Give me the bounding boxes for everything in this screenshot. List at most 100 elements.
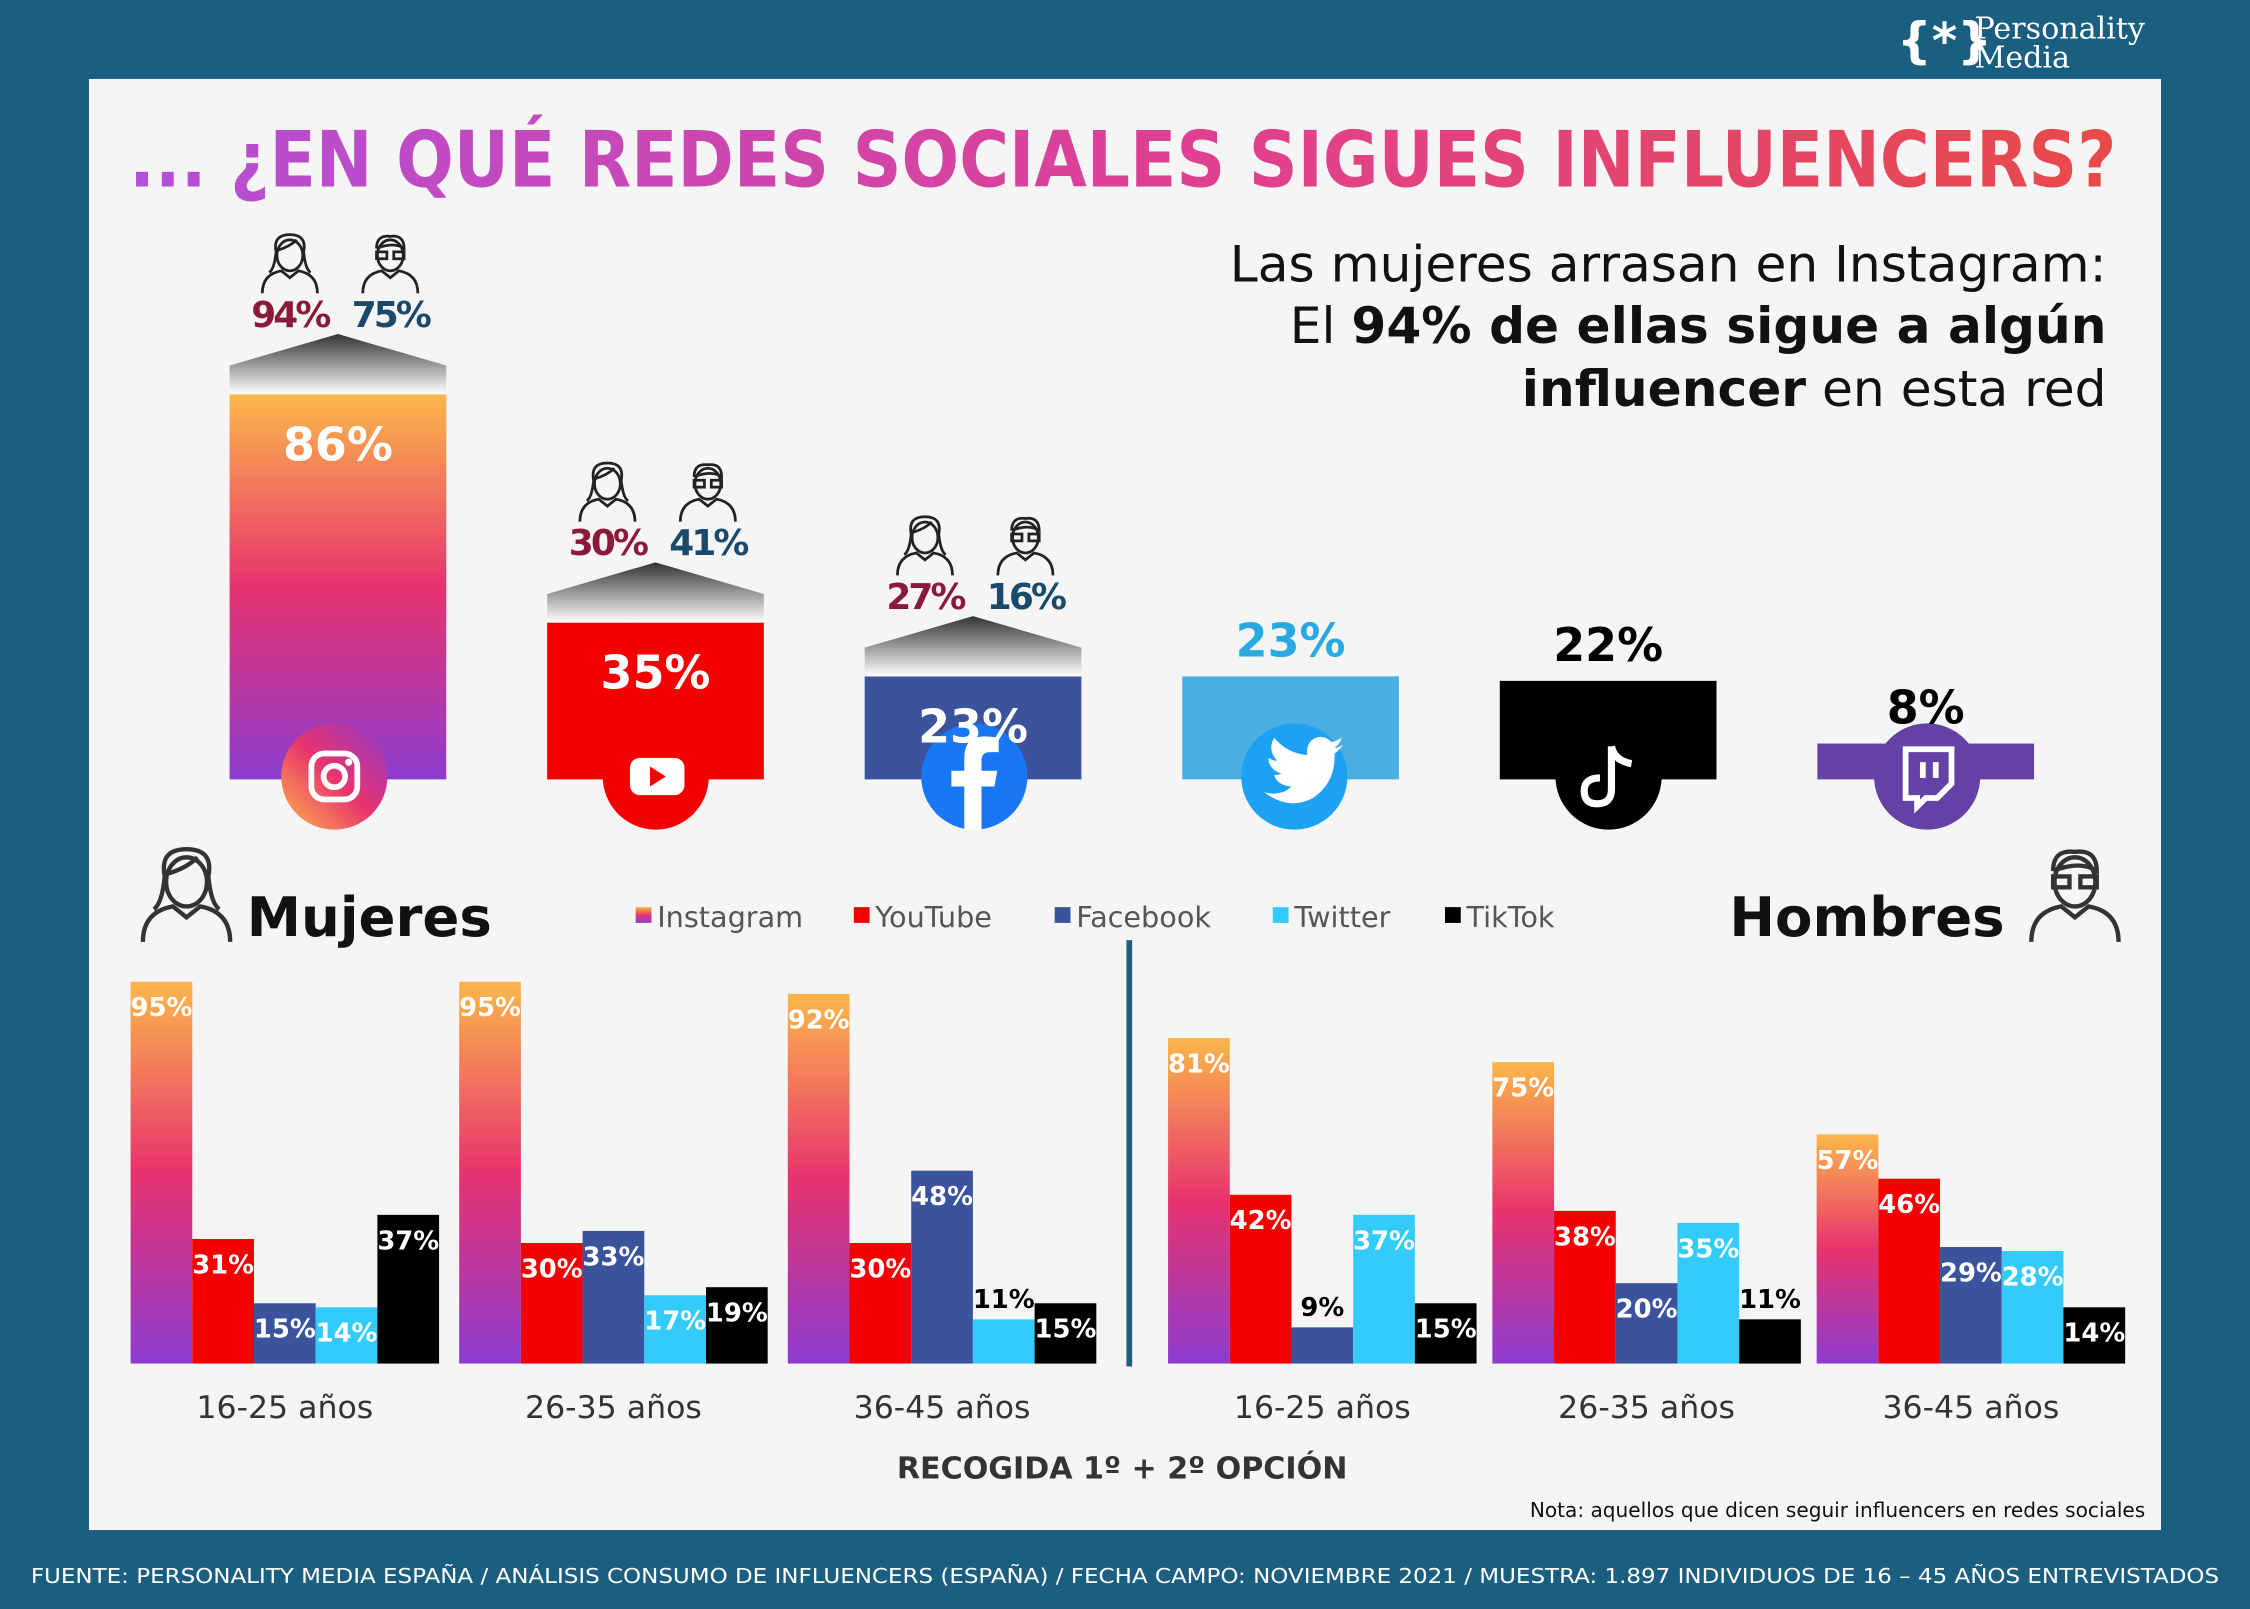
subtitle: influencer en esta red <box>1522 359 2107 418</box>
value-label: 23% <box>918 699 1028 753</box>
icon-glasses <box>709 478 724 489</box>
bar <box>1677 1222 1740 1364</box>
title: ... ¿EN QUÉ REDES SOCIALES SIGUES INFLUE… <box>129 114 2116 206</box>
woman-icon <box>260 233 319 294</box>
icon-body <box>896 551 954 576</box>
bar <box>459 981 521 1364</box>
icon-body <box>678 497 737 522</box>
subtitle: El 94% de ellas sigue a algún <box>1290 296 2107 355</box>
tiktok-glyph <box>1580 746 1616 808</box>
bar <box>1940 1247 2002 1364</box>
value-label: 23% <box>1236 613 1346 667</box>
icon-glasses <box>1027 532 1041 543</box>
icon-hair <box>152 846 221 911</box>
subtitle-part: 94% de ellas sigue a algún <box>1351 296 2106 355</box>
x-tick-label: 26-35 años <box>1558 1390 1735 1426</box>
legend-swatch <box>853 907 870 923</box>
men-value-label: 75% <box>352 295 431 336</box>
icon-glasses <box>1010 532 1024 543</box>
twitch-icon <box>1874 723 1981 830</box>
value-label: 28% <box>2002 1262 2064 1292</box>
icon-body <box>2029 904 2121 942</box>
value-label: 14% <box>316 1319 378 1349</box>
women-value-label: 30% <box>569 523 648 564</box>
women-value-label: 27% <box>886 577 965 618</box>
bar <box>1034 1303 1097 1364</box>
icon-glasses <box>2050 874 2072 890</box>
icon-glasses <box>2078 874 2099 890</box>
legend-label: Twitter <box>1293 900 1390 934</box>
network-icons <box>281 723 1981 830</box>
value-label: 15% <box>254 1315 316 1345</box>
value-label: 57% <box>1817 1146 1879 1176</box>
icon-hair <box>2050 849 2099 876</box>
icon-hair <box>903 515 947 556</box>
twitter-glyph <box>1264 736 1344 804</box>
icon-hair <box>268 233 312 274</box>
value-label: 31% <box>192 1250 254 1280</box>
icon-hair <box>375 234 406 251</box>
source: FUENTE: PERSONALITY MEDIA ESPAÑA / ANÁLI… <box>31 1562 2219 1588</box>
x-tick-label: 16-25 años <box>196 1390 373 1426</box>
man-icon <box>2029 849 2121 942</box>
bar <box>229 394 447 780</box>
bar <box>787 993 850 1364</box>
x-tick-label: 36-45 años <box>1882 1390 2059 1426</box>
man-icon <box>361 234 420 294</box>
instagram-icon <box>281 723 388 830</box>
caption: RECOGIDA 1º + 2º OPCIÓN <box>897 1449 1348 1486</box>
bar <box>1554 1210 1616 1364</box>
x-tick-label: 16-25 años <box>1234 1390 1411 1426</box>
women-value-label: 94% <box>251 295 330 336</box>
bar <box>253 1303 316 1364</box>
value-label: 75% <box>1492 1074 1554 1104</box>
value-label: 9% <box>1300 1293 1344 1323</box>
value-label: 19% <box>706 1299 768 1329</box>
bar <box>972 1319 1035 1364</box>
bar <box>1168 1038 1230 1364</box>
bar <box>377 1214 440 1364</box>
value-label: 20% <box>1616 1295 1678 1325</box>
x-tick-label: 26-35 años <box>525 1390 702 1426</box>
legend-swatch <box>1054 907 1071 923</box>
value-label: 37% <box>377 1226 439 1256</box>
icon-glasses <box>692 478 706 489</box>
bar <box>315 1307 378 1364</box>
instagram-glyph <box>345 758 353 766</box>
legend-label: Facebook <box>1076 900 1211 934</box>
bar <box>644 1295 706 1364</box>
icon-glasses <box>375 250 389 261</box>
icon-hair <box>1010 516 1041 534</box>
bar <box>2063 1307 2126 1364</box>
value-label: 37% <box>1353 1226 1415 1256</box>
woman-icon <box>896 515 954 576</box>
legend-swatch <box>1444 907 1461 923</box>
icon-hair <box>585 461 629 503</box>
subtitle: Las mujeres arrasan en Instagram: <box>1230 234 2107 293</box>
callout-shape <box>229 333 447 395</box>
legend-label: Instagram <box>657 900 803 934</box>
value-label: 11% <box>973 1285 1035 1315</box>
value-label: 46% <box>1878 1190 1940 1220</box>
men-value-label: 41% <box>669 523 748 564</box>
woman-icon <box>140 846 233 942</box>
bar <box>1353 1214 1415 1364</box>
value-label: 81% <box>1168 1049 1230 1079</box>
value-label: 35% <box>1677 1234 1739 1264</box>
value-label: 17% <box>644 1307 706 1337</box>
men-title: Hombres <box>1729 885 2004 949</box>
callout-shape <box>864 616 1082 677</box>
bar <box>130 981 193 1364</box>
bar <box>1229 1194 1292 1364</box>
bar <box>705 1287 768 1364</box>
legend-label: TikTok <box>1466 900 1555 934</box>
value-label: 95% <box>459 993 521 1023</box>
man-icon <box>678 463 737 522</box>
twitch-glyph <box>1902 746 1955 814</box>
icon-hair <box>692 463 724 480</box>
subtitle-part: El <box>1290 296 1352 355</box>
icon-body <box>260 269 319 294</box>
value-label: 29% <box>1940 1258 2002 1288</box>
bar <box>192 1238 254 1364</box>
